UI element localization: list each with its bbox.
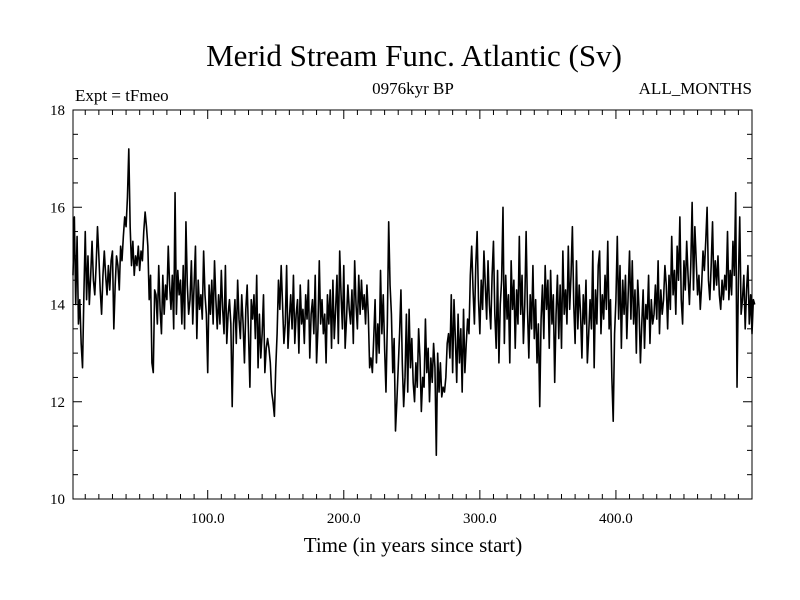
plot-frame — [72, 109, 753, 500]
experiment-label: Expt = tFmeo — [75, 86, 169, 105]
y-tick-label: 14 — [50, 298, 66, 314]
x-axis-label: Time (in years since start) — [304, 533, 523, 557]
x-tick-label: 100.0 — [191, 511, 225, 527]
months-label: ALL_MONTHS — [639, 79, 752, 98]
chart-title: Merid Stream Func. Atlantic (Sv) — [206, 38, 622, 73]
period-label: 0976kyr BP — [372, 79, 454, 98]
y-tick-label: 16 — [50, 200, 66, 216]
x-tick-label: 200.0 — [327, 511, 361, 527]
x-tick-label: 300.0 — [463, 511, 497, 527]
y-tick-label: 10 — [50, 492, 65, 508]
y-tick-label: 18 — [50, 103, 65, 119]
tick-labels: 100.0 200.0 300.0 400.0 10 12 14 16 18 — [50, 103, 633, 527]
tick-marks — [73, 109, 752, 500]
series-line — [72, 148, 756, 457]
x-tick-label: 400.0 — [599, 511, 633, 527]
y-tick-label: 12 — [50, 395, 65, 411]
